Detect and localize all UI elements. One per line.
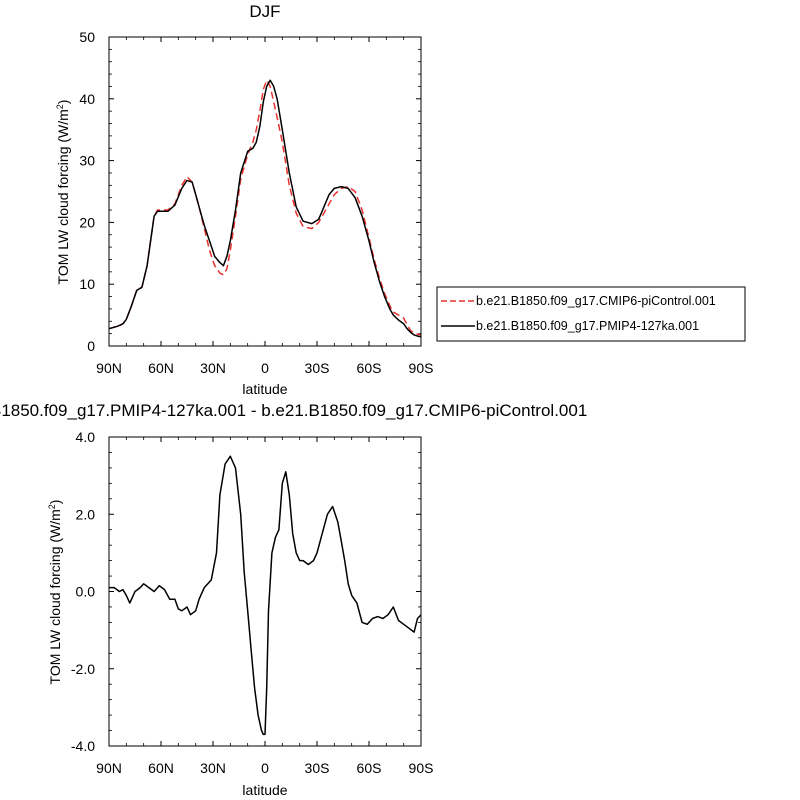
top-chart-title: DJF xyxy=(249,2,280,21)
bottom-x-axis-label: latitude xyxy=(242,782,287,798)
top-xtick-label-6: 90S xyxy=(409,360,434,376)
top-xtick-label-4: 30S xyxy=(305,360,330,376)
top-ticks: 90N 60N 30N 0 30S 60S 90S 0 10 20 30 40 50 xyxy=(79,29,433,376)
bottom-xtick-label-3: 0 xyxy=(261,760,269,776)
top-y-label-close: ) xyxy=(55,100,71,105)
bottom-y-label-main: TOM LW cloud forcing (W/m xyxy=(47,509,63,684)
top-panel: DJF 90N 60N 30N 0 30S 60S 90S 0 10 20 30 40 50 latit… xyxy=(55,2,433,397)
bottom-series-group xyxy=(109,455,422,736)
top-ytick-label-2: 20 xyxy=(79,214,95,230)
bottom-ytick-label-3: 2.0 xyxy=(76,506,96,522)
top-ytick-label-0: 0 xyxy=(87,338,95,354)
bottom-chart-title: b.e21.B1850.f09_g17.PMIP4-127ka.001 - b.… xyxy=(0,401,587,420)
top-ytick-label-1: 10 xyxy=(79,276,95,292)
legend: b.e21.B1850.f09_g17.CMIP6-piControl.001 … xyxy=(436,286,746,342)
bottom-ytick-label-2: 0.0 xyxy=(76,584,96,600)
bottom-ytick-label-0: -4.0 xyxy=(71,738,95,754)
bottom-xtick-label-4: 30S xyxy=(305,760,330,776)
top-series-line-1 xyxy=(108,79,422,336)
top-xtick-label-0: 90N xyxy=(96,360,122,376)
bottom-panel: b.e21.B1850.f09_g17.PMIP4-127ka.001 - b.… xyxy=(0,401,587,798)
top-xtick-label-1: 60N xyxy=(148,360,174,376)
legend-label-series-1: b.e21.B1850.f09_g17.CMIP6-piControl.001 xyxy=(476,294,716,308)
bottom-xtick-label-2: 30N xyxy=(200,760,226,776)
bottom-ytick-label-1: -2.0 xyxy=(71,661,95,677)
top-y-label-main: TOM LW cloud forcing (W/m xyxy=(55,109,71,284)
bottom-xtick-label-5: 60S xyxy=(357,760,382,776)
bottom-y-label-sup: 2 xyxy=(47,504,57,509)
top-y-axis-label: TOM LW cloud forcing (W/m2) xyxy=(55,100,71,285)
top-series-group xyxy=(108,79,422,338)
bottom-y-axis-label: TOM LW cloud forcing (W/m2) xyxy=(47,500,63,685)
top-plot-frame xyxy=(108,36,422,347)
top-ytick-label-5: 50 xyxy=(79,29,95,45)
top-series-line-2 xyxy=(108,79,422,338)
bottom-xtick-label-1: 60N xyxy=(148,760,174,776)
top-ytick-label-4: 40 xyxy=(79,91,95,107)
top-ytick-label-3: 30 xyxy=(79,153,95,169)
top-xtick-label-3: 0 xyxy=(261,360,269,376)
bottom-y-label-close: ) xyxy=(47,500,63,505)
bottom-series-line-1 xyxy=(109,455,422,736)
top-x-axis-label: latitude xyxy=(242,381,287,397)
bottom-plot-frame xyxy=(108,436,422,747)
bottom-ytick-label-4: 4.0 xyxy=(76,429,96,445)
legend-box xyxy=(436,286,746,342)
top-y-label-sup: 2 xyxy=(55,104,65,109)
bottom-xtick-label-0: 90N xyxy=(96,760,122,776)
top-xtick-label-2: 30N xyxy=(200,360,226,376)
legend-label-series-2: b.e21.B1850.f09_g17.PMIP4-127ka.001 xyxy=(476,319,699,333)
top-xtick-label-5: 60S xyxy=(357,360,382,376)
bottom-ticks: 90N 60N 30N 0 30S 60S 90S -4.0 -2.0 0.0 2.0 4.0 xyxy=(71,429,434,776)
bottom-xtick-label-6: 90S xyxy=(409,760,434,776)
